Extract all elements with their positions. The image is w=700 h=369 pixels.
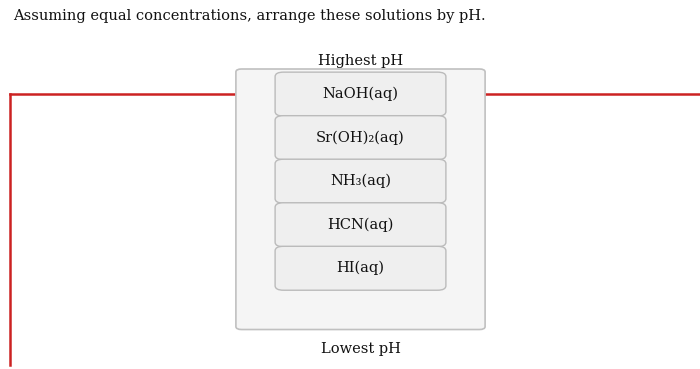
FancyBboxPatch shape xyxy=(275,116,446,159)
Text: Lowest pH: Lowest pH xyxy=(321,342,400,356)
Text: HI(aq): HI(aq) xyxy=(337,261,384,275)
Text: NH₃(aq): NH₃(aq) xyxy=(330,174,391,188)
Text: HCN(aq): HCN(aq) xyxy=(328,218,393,232)
Text: Highest pH: Highest pH xyxy=(318,54,403,68)
FancyBboxPatch shape xyxy=(275,246,446,290)
FancyBboxPatch shape xyxy=(275,159,446,203)
FancyBboxPatch shape xyxy=(236,69,485,330)
FancyBboxPatch shape xyxy=(275,72,446,116)
FancyBboxPatch shape xyxy=(275,203,446,246)
Text: Assuming equal concentrations, arrange these solutions by pH.: Assuming equal concentrations, arrange t… xyxy=(13,9,485,23)
Text: NaOH(aq): NaOH(aq) xyxy=(323,87,398,101)
Text: Sr(OH)₂(aq): Sr(OH)₂(aq) xyxy=(316,131,405,145)
